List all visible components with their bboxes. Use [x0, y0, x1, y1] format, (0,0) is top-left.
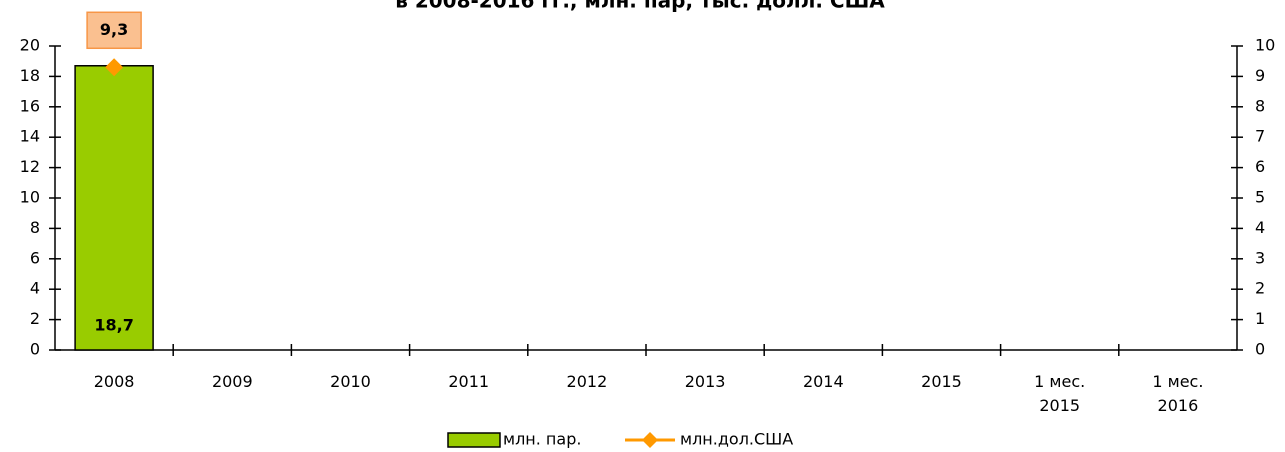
- y-tick-label: 4: [30, 279, 40, 298]
- legend-marker: [642, 432, 658, 448]
- y2-tick-label: 0: [1255, 340, 1265, 359]
- line-value-label: 9,3: [100, 20, 128, 39]
- y2-tick-label: 6: [1255, 157, 1265, 176]
- bar-value-label: 18,7: [94, 316, 133, 335]
- x-tick-label: 2013: [684, 372, 726, 391]
- y2-tick-label: 9: [1255, 66, 1265, 85]
- y2-tick-label: 2: [1255, 279, 1265, 298]
- y-tick-label: 18: [20, 66, 40, 85]
- line-marker: [105, 58, 124, 77]
- y2-tick-label: 4: [1255, 218, 1265, 237]
- legend-label: млн. пар.: [503, 430, 581, 449]
- x-tick-label: 2015: [921, 372, 962, 391]
- x-tick-label: 2009: [211, 372, 253, 391]
- y2-tick-label: 5: [1255, 188, 1265, 207]
- value-label-box: [86, 11, 142, 50]
- y-tick-label: 16: [20, 96, 40, 115]
- chart-title: в 2008-2016 гг., млн. пар, тыс. долл. СШ…: [395, 0, 885, 13]
- x-tick-label: 2012: [566, 372, 608, 391]
- y2-tick-label: 1: [1255, 309, 1265, 328]
- x-tick-label: 1 мес. 2015: [1034, 372, 1086, 415]
- x-tick-label: 1 мес. 2016: [1152, 372, 1204, 415]
- x-tick-label: 2014: [802, 372, 844, 391]
- legend-swatch: [447, 432, 501, 448]
- y-tick-label: 8: [30, 218, 40, 237]
- y-tick-label: 14: [20, 127, 40, 146]
- y2-tick-label: 8: [1255, 96, 1265, 115]
- bar: [74, 65, 154, 351]
- x-tick-label: 2008: [93, 372, 135, 391]
- x-tick-label: 2010: [330, 372, 371, 391]
- y-tick-label: 20: [20, 36, 40, 55]
- y-tick-label: 2: [30, 309, 40, 328]
- y-tick-label: 10: [20, 188, 40, 207]
- y-tick-label: 6: [30, 248, 40, 267]
- x-tick-label: 2011: [448, 372, 490, 391]
- y2-tick-label: 7: [1255, 127, 1265, 146]
- y2-tick-label: 10: [1255, 36, 1275, 55]
- y-tick-label: 0: [30, 340, 40, 359]
- legend-label: млн.дол.США: [680, 430, 793, 449]
- y2-tick-label: 3: [1255, 248, 1265, 267]
- y-tick-label: 12: [20, 157, 40, 176]
